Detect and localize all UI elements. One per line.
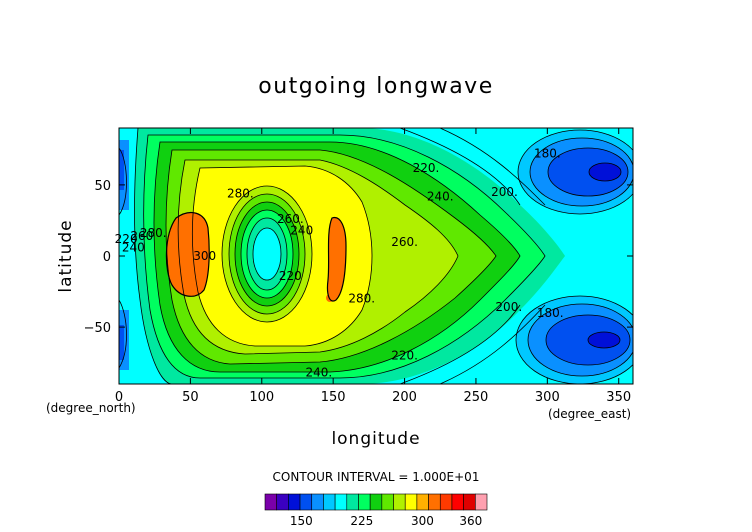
- colorbar-swatch: [323, 493, 336, 511]
- contour-label: 240.: [427, 189, 454, 203]
- contour-label: 180.: [537, 306, 564, 320]
- colorbar-swatch: [288, 493, 301, 511]
- colorbar-tick-label: 225: [350, 514, 373, 528]
- contour-label: 200.: [491, 185, 518, 199]
- contour-label: 260.: [391, 235, 418, 249]
- colorbar-swatch: [416, 493, 429, 511]
- colorbar-swatch: [358, 493, 371, 511]
- x-tick-label: 350: [606, 390, 631, 405]
- contour-label: 300: [193, 249, 216, 263]
- colorbar-swatch: [276, 493, 289, 511]
- chart-title: outgoing longwave: [258, 74, 493, 99]
- colorbar-swatch: [299, 493, 313, 511]
- x-tick-label: 250: [464, 390, 489, 405]
- colorbar-swatch: [393, 493, 406, 511]
- colorbar-swatch: [334, 493, 348, 511]
- colorbar-swatch: [428, 493, 441, 511]
- y-unit-label: (degree_north): [46, 401, 136, 415]
- colorbar-ticks: 150 225 300 360: [290, 514, 482, 528]
- colorbar-tick-label: 150: [290, 514, 313, 528]
- colorbar: [264, 493, 488, 511]
- contour-label: 220.: [413, 161, 440, 175]
- x-tick-label: 300: [535, 390, 560, 405]
- contour-label: 220.: [391, 349, 418, 363]
- colorbar-swatch: [311, 493, 324, 511]
- contour-label: 220: [115, 232, 138, 246]
- x-axis-ticks: 0 50 100 150 200 250 300 350: [115, 128, 631, 405]
- contour-label: 260.: [277, 212, 304, 226]
- contour-label: 240.: [306, 366, 333, 380]
- y-tick-label: −50: [84, 321, 111, 336]
- x-tick-label: 150: [321, 390, 346, 405]
- colorbar-swatch: [264, 493, 277, 511]
- colorbar-swatch: [369, 493, 383, 511]
- colorbar-swatch: [451, 493, 464, 511]
- y-axis-label: latitude: [56, 219, 76, 292]
- colorbar-tick-label: 300: [411, 514, 434, 528]
- colorbar-swatch: [346, 493, 359, 511]
- y-axis-ticks: 50 0 −50: [84, 179, 633, 336]
- y-tick-label: 50: [94, 179, 111, 194]
- x-unit-label: (degree_east): [548, 407, 631, 421]
- contour-label: 200.: [495, 300, 522, 314]
- contour-label: 260: [130, 229, 153, 243]
- x-tick-label: 50: [182, 390, 199, 405]
- contour-label: 240: [122, 240, 145, 254]
- contour-label: 280.: [140, 226, 167, 240]
- contour-label: 280.: [348, 292, 375, 306]
- contour-interval-label: CONTOUR INTERVAL = 1.000E+01: [273, 470, 480, 484]
- colorbar-swatch: [439, 493, 453, 511]
- contour-label: 220: [279, 269, 302, 283]
- contour-label: 180.: [534, 147, 561, 161]
- colorbar-swatch: [475, 493, 488, 511]
- colorbar-tick-label: 360: [459, 514, 482, 528]
- x-axis-label: longitude: [331, 429, 420, 449]
- x-tick-label: 100: [249, 390, 274, 405]
- contour-labels: 180. 180. 200. 200. 220. 220. 240. 240. 260. 280.…: [115, 147, 564, 380]
- y-tick-label: 0: [103, 250, 111, 265]
- contour-field: [119, 128, 633, 384]
- contour-label: 280.: [227, 186, 254, 200]
- colorbar-swatch: [381, 493, 394, 511]
- contour-label: 240: [290, 223, 313, 237]
- colorbar-swatch: [404, 493, 418, 511]
- x-tick-label: 0: [115, 390, 123, 405]
- x-tick-label: 200: [392, 390, 417, 405]
- colorbar-swatch: [463, 493, 476, 511]
